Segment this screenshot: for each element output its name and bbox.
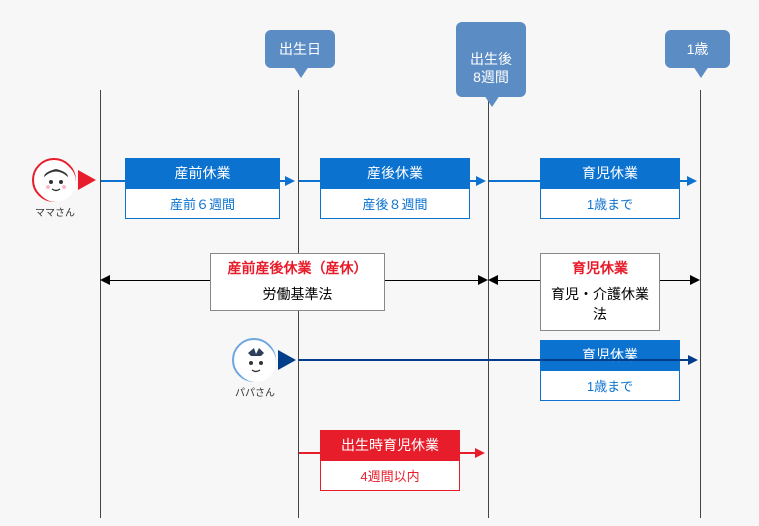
phase-parental-detail: 1歳まで	[587, 197, 633, 212]
arrow-childcare-law-r	[690, 275, 700, 285]
arrow-parental	[489, 180, 689, 182]
law-maternity-title: 産前産後休業（産休）	[228, 260, 368, 276]
law-childcare-title: 育児休業	[572, 260, 628, 276]
phase-birth-parental-title: 出生時育児休業	[341, 437, 439, 453]
phase-prenatal-detail: 産前６週間	[170, 197, 235, 212]
phase-parental-title: 育児休業	[582, 165, 638, 181]
phase-prenatal: 産前休業 産前６週間	[125, 158, 280, 219]
phase-birth-parental-detail: 4週間以内	[360, 469, 419, 484]
callout-birth: 出生日	[265, 30, 335, 68]
arrow-birth-parental	[299, 452, 477, 454]
callout-after8w-label: 出生後 8週間	[470, 51, 512, 85]
callout-after8w: 出生後 8週間	[456, 22, 526, 97]
avatar-papa	[232, 338, 276, 382]
callout-age1: 1歳	[665, 30, 730, 68]
phase-birth-parental: 出生時育児休業 4週間以内	[320, 430, 460, 491]
law-maternity-name: 労働基準法	[263, 286, 333, 302]
phase-postnatal: 産後休業 産後８週間	[320, 158, 470, 219]
phase-parental: 育児休業 1歳まで	[540, 158, 680, 219]
law-childcare: 育児休業 育児・介護休業法	[540, 253, 660, 331]
avatar-mama	[32, 158, 76, 202]
vline-age1	[700, 90, 701, 518]
law-childcare-name: 育児・介護休業法	[551, 286, 649, 322]
arrow-childcare-law-l	[488, 275, 498, 285]
marker-mama	[78, 170, 96, 190]
phase-postnatal-detail: 産後８週間	[362, 197, 427, 212]
vline-after8w	[488, 90, 489, 518]
vline-start	[100, 90, 101, 518]
avatar-mama-label: ママさん	[30, 204, 80, 219]
callout-age1-label: 1歳	[687, 41, 709, 57]
arrow-maternity-law-l	[100, 275, 110, 285]
arrow-parental-papa	[298, 359, 690, 361]
marker-papa	[278, 350, 296, 370]
law-maternity: 産前産後休業（産休） 労働基準法	[210, 253, 385, 311]
phase-parental-papa: 育児休業 1歳まで	[540, 340, 680, 401]
arrow-prenatal	[101, 180, 287, 182]
phase-parental-papa-detail: 1歳まで	[587, 379, 633, 394]
avatar-papa-label: パパさん	[230, 384, 280, 399]
arrow-maternity-law-r	[478, 275, 488, 285]
arrow-postnatal	[299, 180, 478, 182]
phase-prenatal-title: 産前休業	[175, 165, 231, 181]
callout-birth-label: 出生日	[279, 41, 321, 57]
phase-postnatal-title: 産後休業	[367, 165, 423, 181]
